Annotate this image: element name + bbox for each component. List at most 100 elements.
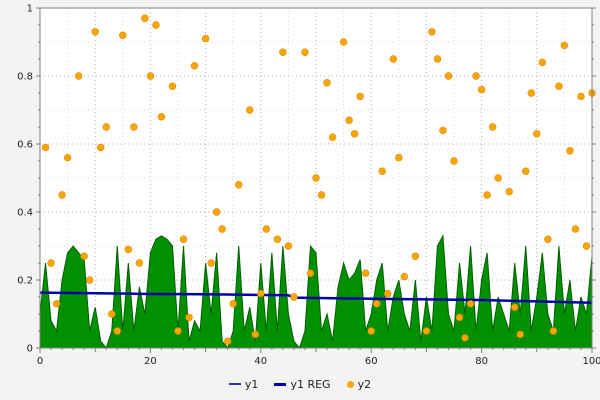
scatter-point	[533, 130, 541, 138]
scatter-point	[361, 269, 370, 277]
scatter-point	[511, 303, 519, 311]
x-tick-label: 20	[144, 356, 157, 367]
scatter-point	[235, 181, 243, 189]
scatter-point	[411, 252, 420, 260]
legend-label-y1: y1	[244, 377, 259, 391]
scatter-point	[378, 167, 386, 175]
scatter-point	[74, 72, 83, 80]
scatter-point	[389, 55, 397, 63]
scatter-point	[472, 72, 480, 80]
scatter-point	[505, 187, 513, 196]
scatter-point	[102, 123, 110, 131]
y-tick-label: 0	[27, 344, 33, 355]
y-tick-label: 0.8	[17, 72, 33, 83]
scatter-point	[52, 300, 61, 308]
scatter-point	[582, 242, 591, 250]
scatter-point	[395, 153, 403, 162]
scatter-point	[422, 327, 431, 335]
scatter-point	[494, 174, 502, 182]
scatter-point	[400, 272, 409, 281]
scatter-point	[85, 276, 94, 284]
y-tick-label: 0.4	[17, 208, 33, 219]
scatter-point	[301, 48, 309, 56]
scatter-point	[273, 235, 282, 243]
scatter-point	[190, 62, 199, 70]
scatter-point	[439, 126, 447, 135]
legend-item-y1-reg: y1 REG	[274, 377, 331, 391]
scatter-point	[47, 259, 55, 267]
x-tick-label: 60	[365, 356, 378, 367]
scatter-point	[290, 293, 298, 301]
y-axis: 0 0.2 0.4 0.6 0.8 1	[17, 4, 596, 355]
scatter-point	[566, 147, 574, 155]
scatter-point	[58, 191, 66, 199]
scatter-point	[450, 157, 458, 165]
scatter-point	[323, 79, 331, 87]
scatter-point	[317, 191, 326, 199]
y-tick-label: 0.2	[17, 276, 33, 287]
x-axis: 0 20 40 60 80 100	[37, 348, 600, 367]
scatter-point	[345, 116, 353, 124]
scatter-point	[207, 259, 215, 267]
scatter-point	[549, 327, 558, 335]
scatter-point	[373, 300, 381, 308]
scatter-series-y2	[41, 14, 596, 345]
scatter-point	[223, 337, 232, 345]
scatter-point	[284, 242, 293, 250]
scatter-point	[306, 269, 315, 277]
scatter-point	[130, 123, 138, 131]
legend-item-y1: y1	[228, 377, 259, 391]
scatter-point	[201, 34, 210, 43]
scatter-point	[428, 28, 436, 36]
x-tick-label: 0	[37, 356, 43, 367]
scatter-point	[174, 327, 182, 335]
scatter-point	[113, 327, 121, 335]
scatter-point	[157, 113, 166, 121]
scatter-point	[466, 300, 475, 308]
scatter-point	[339, 38, 348, 46]
scatter-point	[538, 58, 547, 67]
legend-label-y1-reg: y1 REG	[290, 377, 331, 391]
scatter-point	[251, 330, 259, 339]
scatter-point	[246, 106, 254, 114]
scatter-point	[356, 92, 364, 101]
scatter-point	[433, 55, 442, 63]
scatter-point	[135, 259, 144, 267]
y1-line-icon	[228, 383, 241, 385]
scatter-point	[141, 14, 149, 22]
scatter-point	[179, 235, 188, 243]
y1-reg-line-icon	[274, 382, 287, 386]
scatter-point	[461, 334, 469, 342]
scatter-point	[218, 225, 226, 233]
scatter-point	[488, 123, 497, 131]
scatter-point	[80, 252, 88, 260]
chart-legend: y1 y1 REG y2	[0, 368, 600, 400]
legend-item-y2: y2	[346, 378, 371, 391]
area-series-y1	[39, 234, 593, 350]
scatter-point	[41, 143, 50, 152]
scatter-point	[571, 225, 580, 233]
scatter-point	[516, 330, 524, 339]
scatter-point	[522, 167, 530, 175]
scatter-point	[577, 92, 585, 101]
scatter-point	[185, 313, 193, 322]
scatter-point	[527, 89, 535, 97]
scatter-point	[350, 130, 359, 138]
scatter-point	[257, 289, 265, 298]
scatter-point	[477, 85, 486, 94]
scatter-point	[146, 72, 155, 80]
scatter-point	[91, 28, 99, 36]
chart-plot-area: 0 20 40 60 80 100 0 0.2 0.4 0.6 0.8 1	[17, 4, 600, 368]
scatter-point	[63, 153, 72, 162]
scatter-point	[119, 31, 127, 39]
scatter-point	[312, 174, 320, 182]
scatter-point	[483, 191, 491, 199]
scatter-point	[560, 41, 569, 50]
scatter-point	[152, 21, 160, 29]
y2-dot-icon	[346, 380, 354, 388]
scatter-point	[384, 289, 392, 298]
x-tick-label: 80	[475, 356, 488, 367]
y-tick-label: 1	[27, 4, 33, 15]
scatter-point	[212, 208, 221, 216]
